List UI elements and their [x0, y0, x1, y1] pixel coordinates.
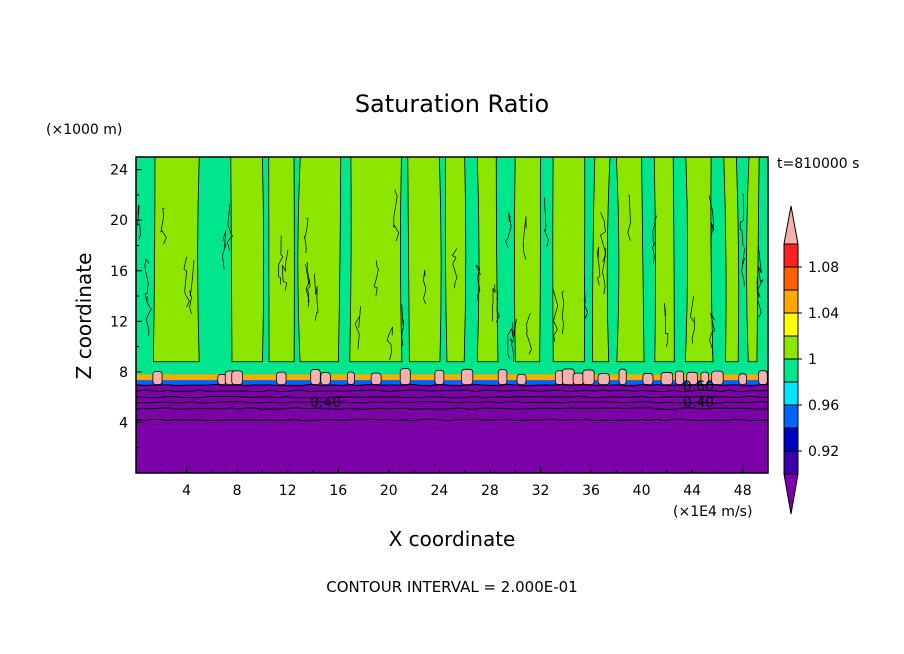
y-tick-label: 20	[110, 213, 128, 229]
colorbar-segment	[783, 427, 799, 452]
dry-layer-contour	[136, 395, 768, 399]
plot-area	[136, 157, 768, 473]
x-tick-label: 32	[532, 483, 550, 499]
supersaturation-cap	[370, 372, 382, 385]
colorbar-segment	[783, 243, 799, 268]
supersaturated-column	[444, 157, 467, 363]
y-tick-label: 12	[110, 314, 128, 330]
supersaturation-cap	[231, 370, 243, 385]
colorbar-segment	[783, 289, 799, 314]
colorbar-label: 0.96	[808, 398, 839, 414]
x-tick-label: 48	[734, 483, 752, 499]
colorbar-label: 1.04	[808, 306, 839, 322]
colorbar-segment	[783, 358, 799, 383]
supersaturation-cap	[152, 370, 163, 385]
supersaturation-cap	[276, 371, 287, 385]
dry-layer	[136, 384, 768, 473]
supersaturation-cap	[561, 368, 575, 385]
supersaturated-column	[297, 157, 342, 363]
y-tick-label: 24	[110, 163, 128, 179]
contour-interval-footer: CONTOUR INTERVAL = 2.000E-01	[326, 578, 577, 596]
supersaturation-cap	[516, 373, 527, 385]
x-tick-label: 16	[329, 483, 347, 499]
supersaturated-column	[476, 157, 499, 363]
colorbar-segment	[783, 450, 799, 475]
colorbar-segment	[783, 266, 799, 291]
chart-title: Saturation Ratio	[355, 90, 549, 118]
x-tick-label: 12	[279, 483, 297, 499]
y-tick-label: 4	[119, 415, 128, 431]
supersaturated-column	[653, 157, 675, 363]
supersaturated-column	[684, 157, 714, 363]
y-unit-label: (×1000 m)	[46, 122, 122, 138]
supersaturation-cap	[582, 369, 595, 385]
contour-label: 0.40	[310, 395, 341, 411]
y-axis: 4 8 12 16 20 24	[110, 163, 142, 449]
x-tick-label: 24	[430, 483, 448, 499]
supersaturation-cap	[738, 373, 748, 385]
supersaturation-cap	[346, 371, 355, 385]
supersaturated-column	[152, 157, 200, 363]
supersaturation-cap	[497, 369, 508, 385]
x-axis-label: X coordinate	[389, 527, 516, 551]
supersaturated-column	[514, 157, 541, 363]
colorbar: 1.08 1.04 1 0.96 0.92	[783, 205, 839, 515]
supersaturation-cap	[310, 369, 321, 385]
colorbar-segment	[783, 404, 799, 429]
supersaturated-column	[349, 157, 403, 363]
y-tick-label: 16	[110, 264, 128, 280]
x-axis: 4 8 12 16 20 24 28 32 36 40 44 48	[160, 467, 752, 499]
supersaturated-column	[615, 157, 645, 363]
y-tick-label: 8	[119, 365, 128, 381]
colorbar-label: 1.08	[808, 260, 839, 276]
supersaturation-cap	[642, 373, 654, 385]
supersaturated-column	[592, 157, 611, 363]
supersaturation-cap	[597, 373, 610, 385]
colorbar-min-arrow	[783, 473, 799, 515]
supersaturated-column	[407, 157, 442, 363]
cloud-base-edge	[136, 380, 768, 385]
supersaturation-cap	[320, 372, 331, 385]
supersaturation-cap	[461, 368, 474, 385]
supersaturation-cap	[572, 372, 585, 385]
supersaturation-cap	[434, 369, 445, 385]
x-tick-label: 20	[380, 483, 398, 499]
x-tick-label: 28	[481, 483, 499, 499]
colorbar-segment	[783, 335, 799, 360]
supersaturated-column	[723, 157, 740, 363]
supersaturated-column	[746, 157, 760, 363]
x-tick-label: 40	[633, 483, 651, 499]
contour-label: 0.40	[683, 395, 714, 411]
x-tick-label: 36	[582, 483, 600, 499]
contour-label: 0.60	[683, 379, 714, 395]
supersaturation-cap	[399, 368, 411, 385]
x-tick-label: 4	[182, 483, 191, 499]
supersaturated-column	[552, 157, 586, 363]
dry-layer-contour	[136, 389, 768, 393]
dry-layer-contour	[136, 383, 768, 387]
supersaturation-cap	[758, 370, 768, 385]
dry-layer-contour	[136, 418, 768, 422]
x-tick-label: 8	[233, 483, 242, 499]
x-unit-label: (×1E4 m/s)	[673, 504, 752, 520]
time-label: t=810000 s	[777, 156, 859, 172]
x-tick-label: 44	[683, 483, 701, 499]
dry-layer-contour	[136, 400, 768, 404]
colorbar-label: 0.92	[808, 444, 839, 460]
dry-layer-contour	[136, 407, 768, 410]
contour-lines	[137, 189, 764, 362]
plot-frame	[135, 156, 769, 474]
cloud-base-band	[136, 374, 768, 385]
colorbar-segment	[783, 381, 799, 406]
colorbar-segment	[783, 312, 799, 337]
colorbar-max-arrow	[783, 205, 799, 245]
y-axis-label: Z coordinate	[72, 253, 96, 380]
supersaturation-cap	[618, 368, 627, 385]
contour-labels: 0.40 0.400.60	[310, 379, 714, 411]
supersaturation-cap	[660, 372, 674, 385]
supersaturated-column	[230, 157, 265, 363]
colorbar-label: 1	[808, 352, 817, 368]
